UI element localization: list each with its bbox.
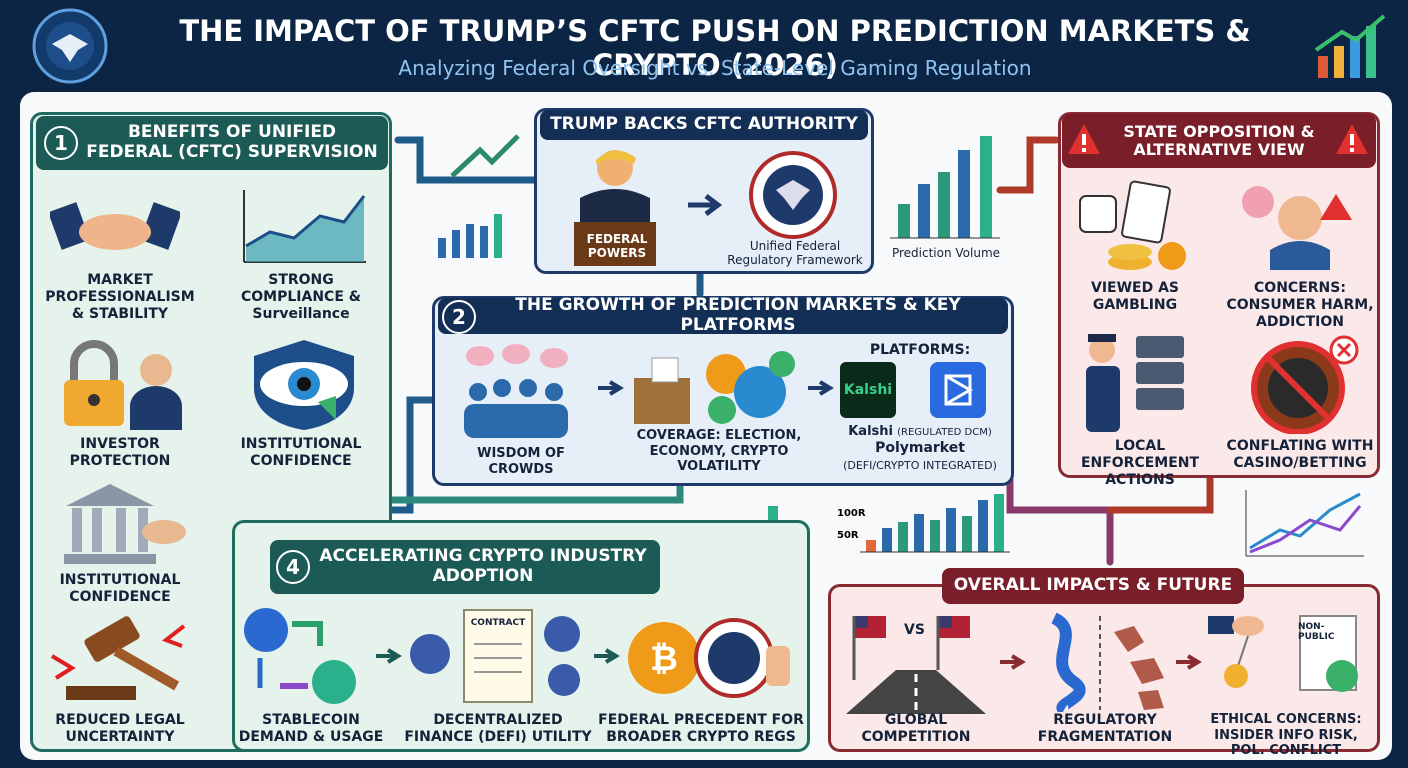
impact-label: REGULATORY FRAGMENTATION [1037, 712, 1173, 745]
crowd-icon [464, 344, 568, 438]
state-label: VIEWED AS GAMBLING [1090, 280, 1180, 313]
growth-label: WISDOM OF CROWDS [477, 446, 565, 477]
precedent-icon: ₿ [628, 618, 790, 698]
growth-title: THE GROWTH OF PREDICTION MARKETS & KEY P… [515, 295, 961, 335]
line-chart [1245, 490, 1364, 557]
platforms-label: PLATFORMS: [869, 342, 971, 358]
polymarket-note: (DEFI/CRYPTO INTEGRATED) [843, 459, 997, 472]
enforcement-icon [1086, 334, 1184, 432]
step-number: 4 [276, 550, 310, 584]
subtitle: Analyzing Federal Oversight vs. State-Le… [398, 56, 1032, 80]
step-number: 2 [442, 300, 476, 334]
benefit-label: STRONG COMPLIANCE & Surveillance [241, 272, 361, 322]
speaker-icon [574, 150, 656, 266]
arrow-icon [598, 380, 624, 396]
title: THE IMPACT OF TRUMP’S CFTC PUSH ON PREDI… [179, 14, 1251, 82]
benefit-label: INVESTOR PROTECTION [69, 436, 171, 469]
growth-label: COVERAGE: ELECTION, ECONOMY, CRYPTO VOLA… [636, 428, 802, 475]
arrow-icon [1000, 654, 1026, 670]
shield-eye-icon [254, 340, 354, 430]
arrow-icon [688, 194, 723, 216]
distress-icon [1242, 186, 1352, 270]
benefit-label: INSTITUTIONAL CONFIDENCE [240, 436, 362, 469]
kalshi-logo: Kalshi [840, 362, 896, 418]
crypto-label: DECENTRALIZED FINANCE (DEFI) UTILITY [404, 712, 592, 745]
warning-icon [1068, 124, 1100, 154]
roulette-icon [1251, 335, 1359, 434]
volume-chart [890, 136, 1000, 239]
bar-chart [860, 494, 1010, 553]
vs-label: VS [904, 622, 925, 638]
growth-icon [1314, 14, 1386, 78]
chart-label: Prediction Volume [891, 246, 1001, 260]
ethics-icon [1208, 615, 1358, 692]
kalshi-note: (REGULATED DCM) [897, 427, 992, 438]
polymarket-name: Polymarket [875, 440, 965, 456]
trump-header: TRUMP BACKS CFTC AUTHORITY [540, 110, 868, 140]
benefit-label: MARKET PROFESSIONALISM & STABILITY [45, 272, 195, 322]
seal-icon [32, 8, 108, 84]
arrow-icon [1176, 654, 1202, 670]
handshake-icon [50, 202, 180, 250]
cftc-seal [749, 151, 837, 239]
svg-text:₿: ₿ [650, 639, 678, 679]
chart-tick: 50R [837, 530, 859, 541]
impact-label: ETHICAL CONCERNS: INSIDER INFO RISK, POL… [1210, 712, 1362, 759]
fragmentation-icon [1050, 612, 1164, 712]
benefit-label: INSTITUTIONAL CONFIDENCE [59, 572, 181, 605]
growth-header: THE GROWTH OF PREDICTION MARKETS & KEY P… [438, 295, 1008, 335]
benefit-label: REDUCED LEGAL UNCERTAINTY [55, 712, 185, 745]
gavel-icon [50, 616, 186, 700]
podium-label: FEDERAL POWERS [586, 232, 648, 261]
state-label: CONCERNS: CONSUMER HARM, ADDICTION [1226, 280, 1374, 330]
benefits-title: BENEFITS OF UNIFIED FEDERAL (CFTC) SUPER… [86, 122, 378, 162]
kalshi-name: Kalshi [848, 424, 893, 439]
state-label: LOCAL ENFORCEMENT ACTIONS [1080, 438, 1200, 488]
state-label: CONFLATING WITH CASINO/BETTING [1226, 438, 1374, 471]
state-title: STATE OPPOSITION & ALTERNATIVE VIEW [1123, 121, 1315, 159]
stablecoin-icon [244, 608, 356, 704]
crypto-label: STABLECOIN DEMAND & USAGE [238, 712, 384, 745]
header: THE IMPACT OF TRUMP’S CFTC PUSH ON PREDI… [0, 0, 1408, 92]
arrow-icon [808, 380, 834, 396]
contract-label: CONTRACT [470, 618, 526, 628]
warning-icon [1336, 124, 1368, 154]
impacts-header: OVERALL IMPACTS & FUTURE [942, 568, 1244, 604]
impact-label: GLOBAL COMPETITION [861, 712, 971, 745]
chart-tick: 100R [837, 508, 866, 519]
impacts-panel [828, 584, 1380, 752]
arrow [996, 136, 1060, 194]
arrow-icon [594, 648, 620, 664]
gambling-icon [1079, 180, 1186, 270]
doc-label: NON-PUBLIC [1298, 622, 1335, 642]
contract-icon [410, 609, 580, 703]
competition-icon [846, 616, 986, 714]
bank-icon [64, 484, 186, 564]
arrow [394, 136, 538, 184]
arrow-icon [376, 648, 402, 664]
state-header: STATE OPPOSITION & ALTERNATIVE VIEW [1062, 114, 1376, 168]
benefits-header: BENEFITS OF UNIFIED FEDERAL (CFTC) SUPER… [36, 116, 388, 170]
step-number: 1 [44, 126, 78, 160]
kalshi-line: Kalshi (REGULATED DCM) [830, 424, 1010, 439]
crypto-label: FEDERAL PRECEDENT FOR BROADER CRYPTO REG… [598, 712, 804, 745]
lock-icon [64, 340, 182, 430]
polymarket-logo [930, 362, 986, 418]
seal-caption: Unified Federal Regulatory Framework [727, 239, 863, 267]
ballot-crypto-icon [634, 351, 795, 424]
trend-line [450, 134, 520, 178]
mini-chart [438, 214, 502, 258]
arrow [1106, 474, 1214, 514]
crypto-header: ACCELERATING CRYPTO INDUSTRY ADOPTION [270, 540, 660, 594]
crypto-title: ACCELERATING CRYPTO INDUSTRY ADOPTION [319, 546, 647, 586]
chart-icon [243, 190, 366, 263]
